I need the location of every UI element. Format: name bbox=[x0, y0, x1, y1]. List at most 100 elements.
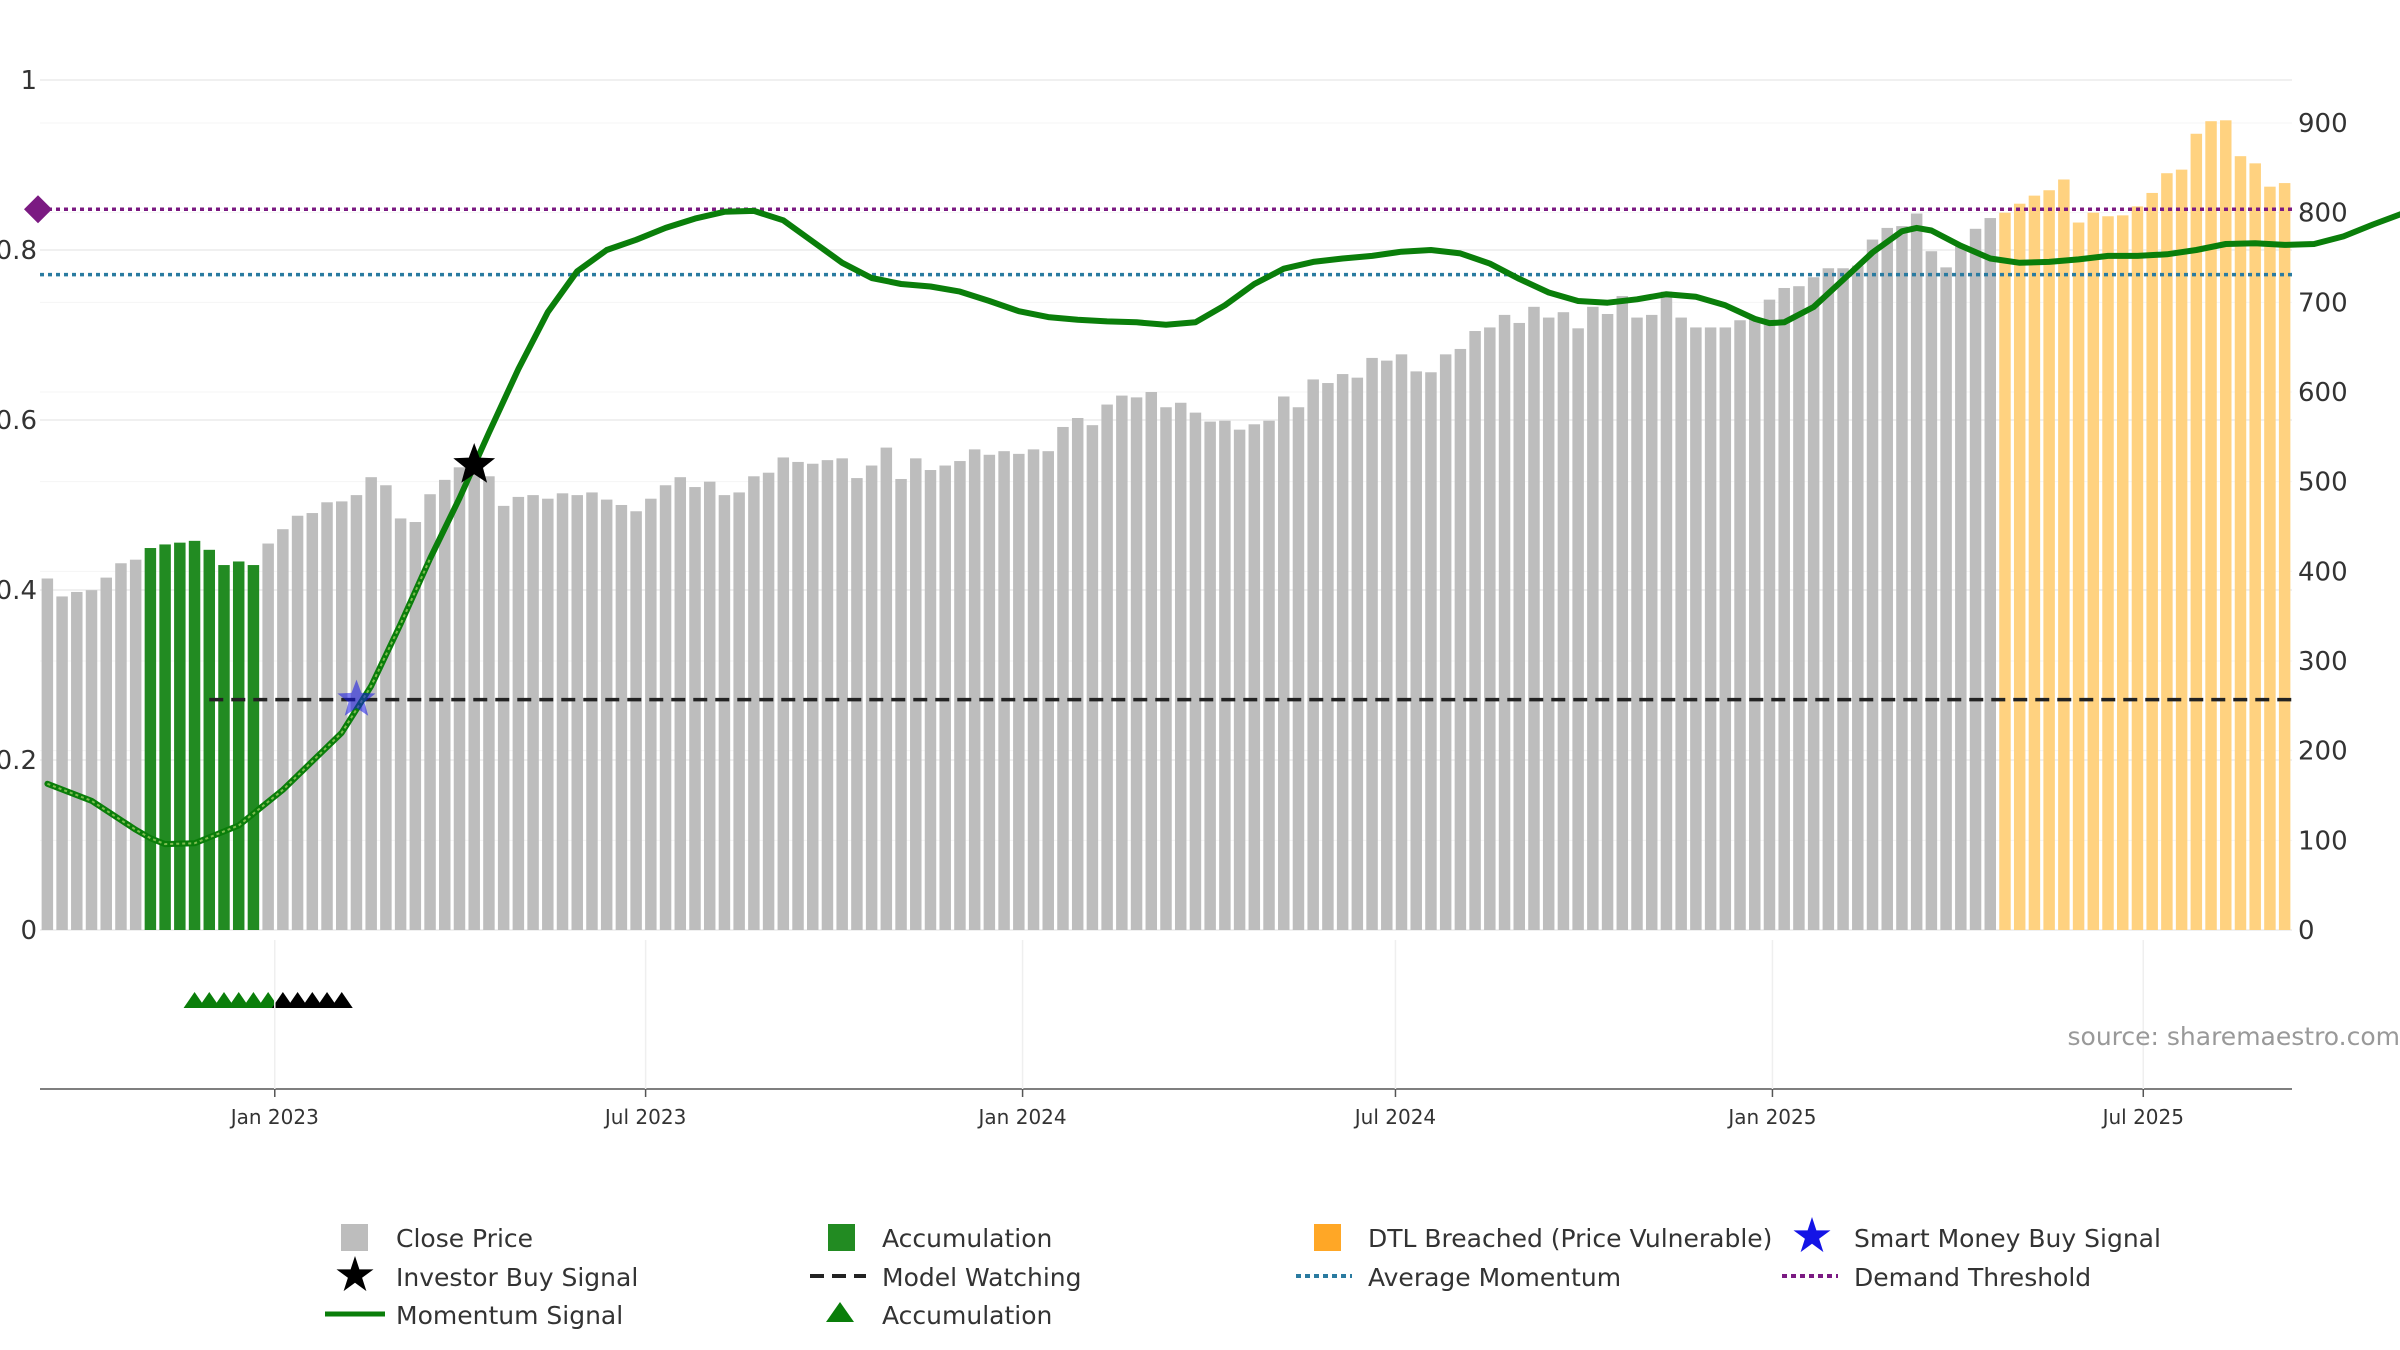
price-bar bbox=[1292, 407, 1305, 930]
price-bar bbox=[2102, 216, 2114, 931]
legend-accumulation-marker: Accumulation bbox=[882, 1301, 1052, 1330]
price-bar bbox=[1925, 251, 1938, 930]
price-bar bbox=[1336, 374, 1349, 931]
price-bar bbox=[1749, 318, 1761, 930]
price-bar bbox=[1807, 277, 1820, 930]
price-bar bbox=[792, 461, 804, 930]
price-bar bbox=[365, 477, 377, 930]
price-bar bbox=[247, 565, 260, 930]
price-bar bbox=[483, 476, 495, 930]
price-bar bbox=[218, 565, 230, 930]
price-bar bbox=[424, 494, 436, 930]
price-bar bbox=[615, 504, 628, 930]
price-bar bbox=[1366, 357, 1378, 931]
price-bar bbox=[1425, 372, 1437, 931]
accumulation-triangle-black bbox=[271, 992, 294, 1008]
price-bar bbox=[2278, 183, 2291, 930]
price-bar bbox=[2028, 195, 2041, 930]
x-axis-tick-label: Jul 2024 bbox=[1353, 1105, 1436, 1129]
price-bar bbox=[1690, 327, 1702, 930]
price-bar bbox=[1042, 451, 1054, 930]
price-bar bbox=[85, 590, 98, 930]
price-bar bbox=[306, 513, 319, 930]
price-bar bbox=[1896, 226, 1908, 930]
x-axis-tick-label: Jul 2025 bbox=[2101, 1105, 2184, 1129]
price-bar bbox=[895, 478, 907, 930]
price-bar bbox=[718, 495, 731, 930]
price-bar bbox=[556, 493, 569, 930]
price-bar bbox=[2131, 206, 2144, 930]
threshold-lines bbox=[24, 195, 2292, 702]
legend-demand-threshold: Demand Threshold bbox=[1854, 1263, 2091, 1292]
legend-investor-star-icon bbox=[336, 1256, 374, 1292]
price-bar bbox=[1719, 327, 1732, 930]
price-bar bbox=[1219, 420, 1231, 930]
x-axis-tick-label: Jan 2024 bbox=[977, 1105, 1067, 1129]
right-axis-tick-label: 900 bbox=[2298, 109, 2348, 139]
legend: Close Price Accumulation DTL Breached (P… bbox=[325, 1217, 2161, 1330]
right-axis-tick-label: 0 bbox=[2298, 916, 2315, 946]
left-axis-tick-label: 1 bbox=[20, 66, 37, 96]
price-bar bbox=[659, 485, 672, 930]
price-bar bbox=[924, 470, 937, 930]
price-bar bbox=[865, 465, 878, 930]
legend-investor-buy: Investor Buy Signal bbox=[396, 1263, 638, 1292]
price-bar bbox=[1145, 392, 1158, 930]
price-bar bbox=[56, 596, 68, 930]
price-bar bbox=[1189, 412, 1202, 931]
accumulation-triangle bbox=[212, 992, 235, 1008]
price-bar bbox=[2146, 192, 2158, 930]
price-bar bbox=[2205, 121, 2217, 930]
price-bar bbox=[2175, 169, 2188, 931]
x-axis-tick-label: Jan 2025 bbox=[1726, 1105, 1816, 1129]
price-bar bbox=[439, 479, 451, 930]
price-bar bbox=[188, 540, 201, 930]
price-bar bbox=[1263, 420, 1275, 930]
legend-accumulation: Accumulation bbox=[882, 1224, 1052, 1253]
price-bar bbox=[1248, 424, 1261, 930]
left-axis-tick-label: 0.8 bbox=[0, 236, 37, 266]
investor-buy-signal-star bbox=[453, 443, 496, 483]
price-bar bbox=[2072, 222, 2085, 930]
price-bar bbox=[689, 487, 701, 930]
price-bar bbox=[674, 477, 687, 930]
price-bar bbox=[1542, 317, 1555, 930]
price-bar bbox=[1013, 453, 1025, 930]
accumulation-triangle-black bbox=[301, 992, 324, 1008]
legend-accumulation-swatch bbox=[828, 1224, 855, 1251]
price-bar bbox=[203, 549, 216, 930]
legend-smart-money: Smart Money Buy Signal bbox=[1854, 1224, 2161, 1253]
price-bar bbox=[144, 548, 157, 930]
price-bar bbox=[1940, 267, 1952, 930]
price-bar bbox=[497, 505, 510, 930]
price-bar bbox=[954, 461, 966, 930]
price-bar bbox=[1469, 331, 1481, 930]
price-bar bbox=[2220, 120, 2232, 930]
x-axis-tick-label: Jul 2023 bbox=[603, 1105, 686, 1129]
price-bar bbox=[1955, 244, 1967, 931]
accumulation-triangle-black bbox=[286, 992, 309, 1008]
price-bar bbox=[600, 499, 613, 930]
legend-close-price-swatch bbox=[341, 1224, 368, 1251]
price-bar bbox=[2264, 186, 2276, 930]
price-bar bbox=[983, 454, 996, 930]
price-bar bbox=[1969, 228, 1982, 931]
price-bar bbox=[645, 498, 657, 930]
price-bar bbox=[1704, 327, 1717, 930]
price-bar bbox=[733, 492, 745, 930]
price-bar bbox=[1852, 265, 1864, 930]
price-bar bbox=[1631, 317, 1643, 930]
price-bar bbox=[1322, 383, 1334, 930]
price-bar bbox=[1307, 379, 1319, 930]
price-bar bbox=[394, 518, 407, 930]
price-bar bbox=[129, 559, 142, 930]
momentum-weak-segment bbox=[47, 558, 432, 846]
legend-momentum-signal: Momentum Signal bbox=[396, 1301, 623, 1330]
price-bar bbox=[380, 485, 392, 930]
left-axis-tick-label: 0.2 bbox=[0, 746, 37, 776]
accumulation-triangle bbox=[198, 992, 221, 1008]
price-bar bbox=[880, 447, 893, 930]
price-bar bbox=[1793, 286, 1805, 930]
price-bar bbox=[1395, 354, 1408, 931]
